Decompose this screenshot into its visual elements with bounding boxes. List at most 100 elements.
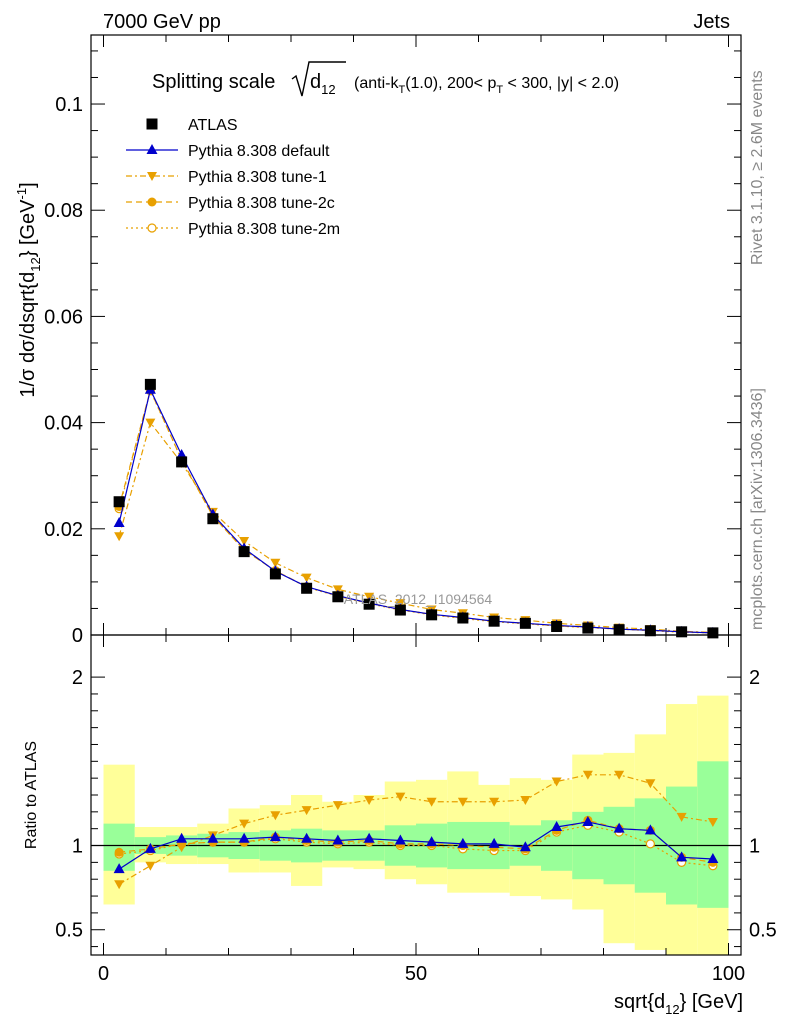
- title-tail-2-sub: T: [496, 84, 503, 96]
- legend-entry: Pythia 8.308 tune-1: [126, 169, 327, 186]
- main-point-data: [113, 496, 125, 508]
- legend-entry: ATLAS: [146, 117, 238, 134]
- plot-title: Splitting scale d12 (anti-k T(1.0), 200< …: [152, 61, 619, 97]
- ratio-y-tick-label-right: 2: [749, 667, 760, 689]
- legend-marker: [147, 223, 157, 233]
- ratio-point-tune1: [114, 880, 125, 890]
- x-axis-title: sqrt{d12} [GeV]: [614, 991, 743, 1017]
- ratio-y-tick-label: 0.5: [55, 920, 83, 942]
- x-tick-label: 50: [405, 963, 427, 985]
- ratio-point-default: [301, 832, 313, 843]
- main-y-axis-title-tail: } [GeV: [17, 199, 39, 257]
- legend-entry: Pythia 8.308 default: [126, 143, 330, 160]
- ratio-point-default: [176, 832, 188, 843]
- ratio-line-default: [118, 821, 713, 870]
- ratio-point-default: [363, 832, 375, 843]
- ratio-point-default: [144, 842, 156, 853]
- x-axis-title-sub: 12: [665, 1002, 679, 1017]
- main-point-data: [613, 624, 625, 636]
- main-point-data: [707, 627, 719, 639]
- main-point-tune1: [301, 573, 312, 583]
- main-point-data: [551, 621, 563, 633]
- ratio-point-default: [676, 851, 688, 862]
- ratio-point-default: [238, 832, 250, 843]
- ratio-point-tune1: [332, 801, 343, 811]
- ratio-point-default: [113, 863, 125, 874]
- ratio-band-inner: [697, 761, 729, 908]
- main-y-tick-label: 0: [72, 625, 83, 647]
- title-tail-2: (1.0), 200< p: [405, 75, 496, 92]
- ratio-point-default: [707, 853, 719, 863]
- ratio-point-tune1: [395, 792, 406, 802]
- legend-marker: [147, 172, 157, 181]
- ratio-point-default: [551, 821, 563, 831]
- ratio-point-default: [207, 832, 219, 843]
- ratio-point-tune1: [489, 797, 500, 807]
- ratio-point-default: [613, 822, 625, 833]
- ratio-panel: 0.5 0.5 1 1 2 2 0 50 100: [55, 634, 777, 985]
- legend-entry: Pythia 8.308 tune-2m: [126, 221, 340, 238]
- ratio-point-tune1: [426, 797, 437, 807]
- legend-marker: [146, 144, 158, 154]
- main-y-axis-title-sup: -1: [14, 188, 29, 200]
- ratio-point-tune1: [270, 811, 281, 821]
- main-point-data: [676, 626, 688, 638]
- ratio-series-tune1: [114, 770, 718, 890]
- ratio-point-tune1: [707, 817, 718, 827]
- title-sqrt-sign: [291, 61, 346, 97]
- svg-text:(anti-kT(1.0), 200< pT < 300,: (anti-kT(1.0), 200< pT < 300, |y| < 2.0): [354, 75, 619, 96]
- ratio-point-default: [519, 841, 531, 852]
- main-point-data: [144, 378, 156, 390]
- legend-label: ATLAS: [188, 117, 238, 134]
- title-prefix: Splitting scale: [152, 71, 275, 93]
- ratio-point-tune1: [239, 819, 250, 829]
- title-var: d: [310, 71, 321, 93]
- main-point-data: [426, 609, 438, 621]
- title-tail-1: (anti-k: [354, 75, 399, 92]
- main-point-data: [332, 591, 344, 603]
- ratio-line-tune1: [118, 774, 713, 885]
- ratio-point-default: [426, 836, 438, 847]
- rivet-version-label: Rivet 3.1.10, ≥ 2.6M events: [749, 70, 766, 265]
- analysis-watermark: ATLAS_2012_I1094564: [344, 591, 493, 607]
- mcplots-label: mcplots.cern.ch [arXiv:1306.3436]: [749, 388, 766, 630]
- main-y-tick-label: 0.02: [44, 519, 83, 541]
- main-panel: 0.02 0.04 0.06 0.08 0.1 0: [44, 34, 742, 647]
- main-point-data: [488, 615, 500, 627]
- main-y-axis-title-sub: 12: [28, 257, 43, 271]
- title-var-sub: 12: [321, 82, 335, 97]
- legend-marker: [147, 197, 157, 207]
- header-right: Jets: [693, 11, 730, 33]
- ratio-point-tune1: [645, 779, 656, 789]
- legend-entry: Pythia 8.308 tune-2c: [126, 195, 335, 212]
- main-point-data: [363, 598, 375, 610]
- x-tick-label: 0: [98, 963, 109, 985]
- main-point-data: [207, 513, 219, 525]
- x-axis-title-main: sqrt{d: [614, 991, 665, 1013]
- ratio-point-tune1: [676, 812, 687, 822]
- x-axis-title-tail: } [GeV]: [680, 991, 743, 1013]
- main-y-axis-title-end: ]: [17, 182, 39, 188]
- ratio-point-tune1: [301, 806, 312, 816]
- main-point-data: [519, 617, 531, 629]
- main-y-tick-label: 0.04: [44, 413, 83, 435]
- legend: ATLAS Pythia 8.308 default Pythia 8.308 tu…: [126, 117, 340, 238]
- ratio-y-tick-label: 1: [72, 836, 83, 858]
- header-left: 7000 GeV pp: [103, 11, 221, 33]
- ratio-point-tune2c: [114, 847, 124, 857]
- main-y-axis-title-main: 1/σ dσ/dsqrt{d: [17, 272, 39, 398]
- ratio-point-tune1: [582, 770, 593, 780]
- ratio-point-tune1: [614, 770, 625, 780]
- legend-label: Pythia 8.308 tune-2c: [188, 195, 335, 212]
- main-point-data: [457, 612, 469, 624]
- ratio-point-tune1: [520, 796, 531, 806]
- ratio-point-default: [582, 815, 594, 826]
- main-y-tick-label: 0.06: [44, 306, 83, 328]
- ratio-point-default: [332, 834, 344, 845]
- main-point-tune1: [114, 532, 125, 542]
- ratio-point-default: [269, 831, 281, 842]
- ratio-y-axis-title: Ratio to ATLAS: [23, 741, 40, 849]
- ratio-y-tick-label-right: 0.5: [749, 920, 777, 942]
- x-tick-label: 100: [712, 963, 745, 985]
- main-series-data: [113, 378, 719, 639]
